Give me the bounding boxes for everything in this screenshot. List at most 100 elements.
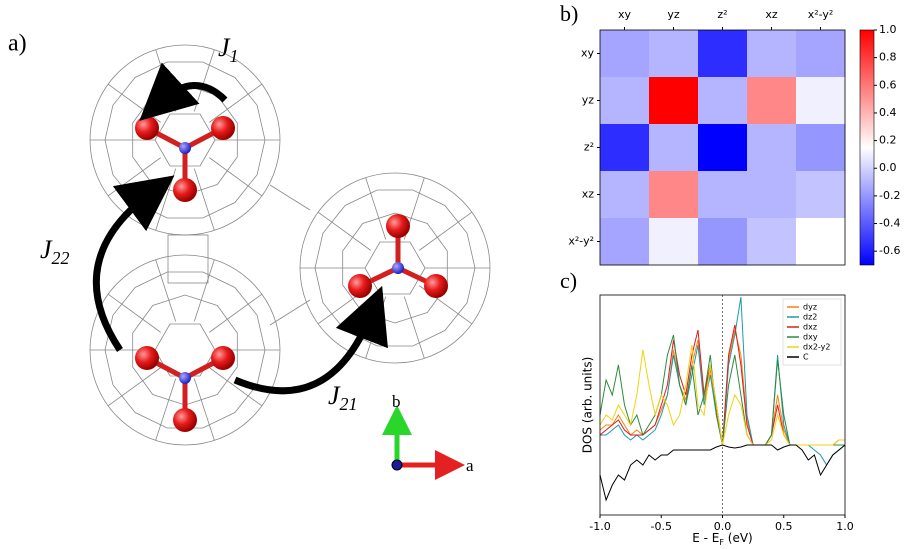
panel-label: c) — [560, 268, 577, 293]
cage-edge — [107, 367, 161, 407]
row-label: x²-y² — [568, 235, 594, 248]
x-tick-label: 0.5 — [775, 520, 793, 533]
heatmap-cell — [796, 124, 846, 172]
heatmap-cell — [796, 218, 846, 266]
coupling-label: J22 — [40, 235, 70, 268]
molecules — [135, 116, 448, 432]
cage-ring — [132, 294, 238, 406]
oxygen-atom — [135, 116, 159, 140]
heatmap-cell — [600, 171, 650, 219]
colorbar-tick-label: 1.0 — [879, 23, 897, 36]
colorbar-tick-label: 0.2 — [879, 134, 897, 147]
heatmap-cell — [747, 124, 797, 172]
column-label: yz — [667, 8, 680, 21]
colorbar-tick-label: -0.2 — [879, 189, 900, 202]
window — [167, 234, 209, 284]
heatmap-cell — [649, 171, 699, 219]
x-tick-label: 0.0 — [714, 520, 732, 533]
cage-ring — [342, 212, 448, 324]
linker — [269, 184, 311, 326]
cage-edge — [107, 157, 161, 197]
colorbar-tick-label: 0.4 — [879, 106, 897, 119]
heatmap-cell — [649, 218, 699, 266]
charts: b) xy xy yz yz z² z² xz xz x²-y² x²-y² 1.0 0.8 0.6 0.4… — [560, 1, 900, 546]
column-label: xy — [618, 8, 632, 21]
colorbar-tick-label: -0.4 — [879, 217, 900, 230]
heatmap-cell — [747, 218, 797, 266]
heatmap-cell — [747, 30, 797, 78]
c-axis-dot — [391, 459, 403, 471]
heatmap-panel: b) xy xy yz yz z² z² xz xz x²-y² x²-y² 1.0 0.8 0.6 0.4… — [560, 1, 900, 266]
coupling-label: J21 — [328, 381, 358, 414]
heatmap-cell — [796, 171, 846, 219]
coupling-symbol: J — [218, 33, 231, 62]
oxygen-atom — [135, 346, 159, 370]
heatmap-cell — [796, 77, 846, 125]
cage-edge — [155, 49, 177, 112]
cage-edge — [403, 296, 425, 359]
column-label: z² — [717, 8, 727, 21]
oxygen-atom — [386, 214, 410, 238]
x-tick-label: 1.0 — [836, 520, 854, 533]
cage-edge — [209, 157, 263, 197]
dos-line — [599, 444, 846, 502]
x-tick-label: -0.5 — [651, 520, 672, 533]
colorbar-tick-label: 0.8 — [879, 51, 897, 64]
legend-label: dxz — [803, 323, 817, 332]
x-axis-label-subscript: F — [719, 538, 724, 547]
axis-label: b — [392, 392, 401, 411]
heatmap-cell — [747, 77, 797, 125]
cage-edge — [193, 259, 215, 322]
cage-edge — [209, 293, 263, 333]
oxygen-atom — [173, 408, 197, 432]
legend-label: dx2-y2 — [803, 343, 830, 352]
legend-label: C — [803, 353, 809, 362]
arrow-j21 — [233, 285, 388, 395]
column-label: x²-y² — [808, 8, 834, 21]
legend-box — [782, 298, 842, 366]
oxygen-atom — [173, 178, 197, 202]
oxygen-atom — [211, 116, 235, 140]
legend-label: dxy — [803, 333, 818, 342]
arrow-j1 — [139, 62, 228, 121]
axis-indicator: b a — [382, 392, 474, 480]
center-atom — [392, 262, 404, 274]
heatmap-cell — [600, 124, 650, 172]
heatmap-cell — [649, 30, 699, 78]
y-axis-label: DOS (arb. units) — [581, 357, 595, 454]
oxygen-atom — [348, 274, 372, 298]
coupling-subscript: 1 — [230, 46, 239, 66]
cage-edge — [193, 378, 215, 441]
coupling-subscript: 22 — [52, 248, 70, 268]
colorbar-tick-label: 0.0 — [879, 161, 897, 174]
colorbar-tick-label: -0.6 — [879, 244, 900, 257]
cage-structure — [89, 44, 491, 446]
heatmap-cell — [698, 171, 748, 219]
heatmap-cell — [600, 30, 650, 78]
heatmap-cell — [796, 30, 846, 78]
cage-edge — [193, 49, 215, 112]
coupling-arrows — [92, 62, 388, 395]
x-axis-label-part: E - E — [692, 531, 719, 545]
oxygen-atom — [211, 346, 235, 370]
coupling-symbol: J — [40, 235, 53, 264]
center-atom — [179, 372, 191, 384]
cage-edge — [365, 177, 387, 240]
legend-label: dz2 — [803, 313, 817, 322]
heatmap-cell — [600, 218, 650, 266]
x-axis-label-part: (eV) — [724, 531, 753, 545]
heatmap-cell — [600, 77, 650, 125]
arrow-j22 — [92, 175, 175, 352]
heatmap-cell — [747, 171, 797, 219]
cage-edge — [155, 378, 177, 441]
heatmap-cell — [649, 77, 699, 125]
coupling-label: J1 — [218, 33, 239, 66]
cage-edge — [317, 211, 371, 251]
x-tick-label: -1.0 — [589, 520, 610, 533]
cage-edge — [419, 211, 473, 251]
center-atom — [179, 142, 191, 154]
coupling-subscript: 21 — [340, 394, 358, 414]
panel-label: a) — [8, 31, 27, 57]
